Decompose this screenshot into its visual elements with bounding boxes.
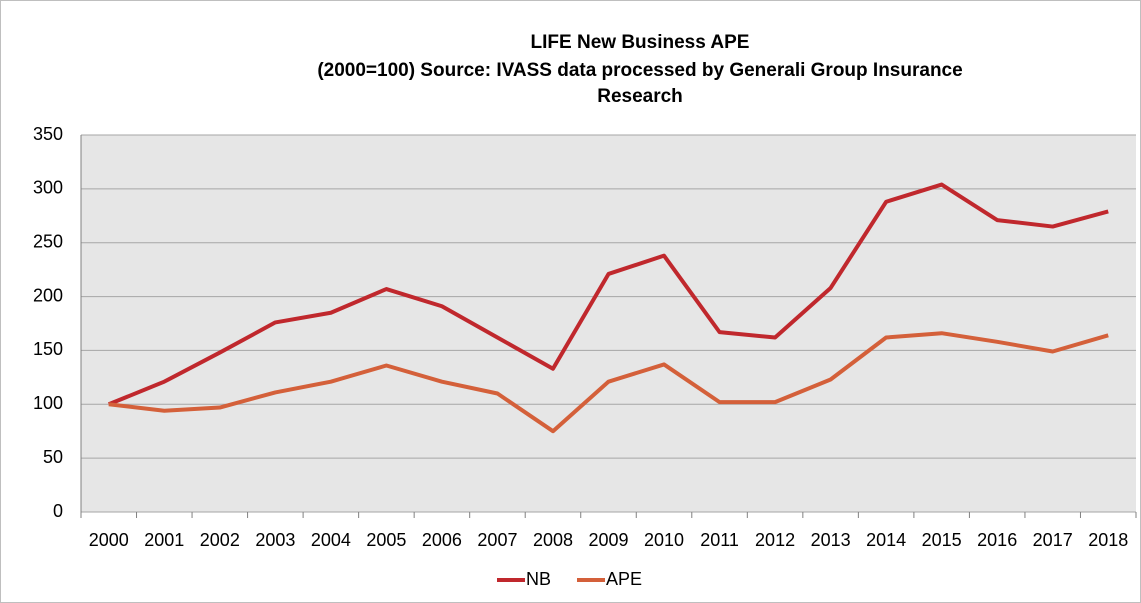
- y-tick-label: 50: [43, 447, 63, 467]
- y-tick-label: 200: [33, 285, 63, 305]
- data-line: [108, 182, 1109, 407]
- x-tick-label: 2018: [1088, 530, 1128, 550]
- x-tick-label: 2003: [255, 530, 295, 550]
- chart-title: (2000=100) Source: IVASS data processed …: [317, 60, 962, 81]
- x-tick-label: 2015: [922, 530, 962, 550]
- x-tick-label: 2005: [366, 530, 406, 550]
- x-tick-label: 2010: [644, 530, 684, 550]
- y-tick-label: 100: [33, 393, 63, 413]
- x-tick-label: 2002: [200, 530, 240, 550]
- x-tick-label: 2008: [533, 530, 573, 550]
- x-tick-label: 2000: [89, 530, 129, 550]
- x-tick-label: 2013: [811, 530, 851, 550]
- x-tick-label: 2007: [477, 530, 517, 550]
- y-tick-label: 0: [53, 501, 63, 521]
- y-tick-label: 150: [33, 339, 63, 359]
- chart-title: LIFE New Business APE: [531, 32, 750, 53]
- y-tick-label: 300: [33, 178, 63, 198]
- x-tick-label: 2001: [144, 530, 184, 550]
- x-tick-label: 2004: [311, 530, 351, 550]
- x-tick-label: 2011: [700, 530, 739, 550]
- y-tick-label: 250: [33, 231, 63, 251]
- x-tick-label: 2014: [866, 530, 906, 550]
- x-tick-label: 2016: [977, 530, 1017, 550]
- data-line: [108, 331, 1109, 434]
- legend-label: APE: [606, 569, 642, 589]
- x-tick-label: 2017: [1033, 530, 1073, 550]
- x-tick-label: 2009: [588, 530, 628, 550]
- x-tick-label: 2012: [755, 530, 795, 550]
- x-tick-label: 2006: [422, 530, 462, 550]
- legend-label: NB: [526, 569, 551, 589]
- plot-area: [81, 135, 1136, 512]
- chart-title: Research: [597, 86, 683, 107]
- y-tick-label: 350: [33, 124, 63, 144]
